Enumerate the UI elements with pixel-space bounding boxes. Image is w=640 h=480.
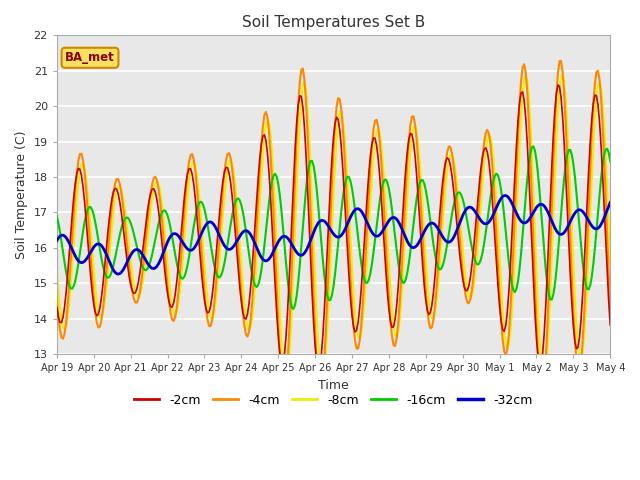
-16cm: [53, 213, 61, 219]
-16cm: [68, 286, 76, 291]
-32cm: [542, 205, 550, 211]
-4cm: [399, 245, 406, 251]
-32cm: [401, 232, 408, 238]
-4cm: [53, 297, 61, 302]
-32cm: [607, 200, 614, 205]
Line: -2cm: -2cm: [57, 85, 611, 369]
-2cm: [607, 322, 614, 328]
-8cm: [388, 307, 396, 312]
-16cm: [388, 206, 396, 212]
-4cm: [156, 196, 164, 202]
-4cm: [540, 379, 548, 384]
-8cm: [68, 262, 76, 267]
-4cm: [539, 389, 547, 395]
-16cm: [156, 216, 164, 222]
-8cm: [282, 376, 290, 382]
-2cm: [388, 324, 396, 330]
-16cm: [401, 280, 408, 286]
-4cm: [557, 58, 565, 64]
-4cm: [607, 308, 614, 313]
-4cm: [68, 234, 76, 240]
-2cm: [53, 304, 61, 310]
-2cm: [401, 187, 408, 193]
-16cm: [529, 144, 537, 149]
X-axis label: Time: Time: [318, 379, 349, 392]
-4cm: [368, 142, 376, 147]
-8cm: [53, 269, 61, 275]
Text: BA_met: BA_met: [65, 51, 115, 64]
Line: -32cm: -32cm: [57, 195, 611, 274]
-32cm: [68, 247, 76, 252]
-8cm: [370, 152, 378, 158]
-8cm: [540, 376, 548, 382]
-16cm: [290, 306, 298, 312]
Legend: -2cm, -4cm, -8cm, -16cm, -32cm: -2cm, -4cm, -8cm, -16cm, -32cm: [129, 389, 538, 412]
-16cm: [370, 250, 378, 255]
-32cm: [115, 271, 122, 277]
-8cm: [401, 250, 408, 255]
Title: Soil Temperatures Set B: Soil Temperatures Set B: [242, 15, 425, 30]
Y-axis label: Soil Temperature (C): Soil Temperature (C): [15, 131, 28, 259]
-4cm: [387, 317, 394, 323]
Line: -4cm: -4cm: [57, 61, 611, 392]
Line: -16cm: -16cm: [57, 146, 611, 309]
-2cm: [370, 135, 378, 141]
-32cm: [53, 238, 61, 243]
-8cm: [156, 187, 164, 192]
-8cm: [607, 261, 614, 266]
-16cm: [607, 158, 614, 164]
Line: -8cm: -8cm: [57, 74, 611, 379]
-2cm: [540, 331, 548, 337]
-32cm: [388, 215, 396, 221]
-32cm: [157, 255, 165, 261]
-2cm: [156, 219, 164, 225]
-2cm: [554, 82, 562, 88]
-2cm: [68, 212, 76, 218]
-16cm: [542, 266, 550, 272]
-2cm: [314, 366, 322, 372]
-32cm: [370, 231, 378, 237]
-8cm: [559, 71, 566, 77]
-32cm: [502, 192, 509, 198]
